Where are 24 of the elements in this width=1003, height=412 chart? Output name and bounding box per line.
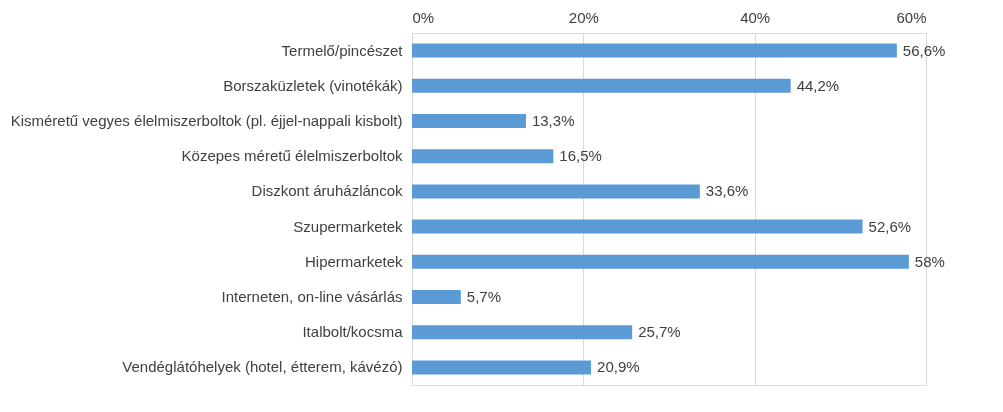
y-tick-label: Közepes méretű élelmiszerboltok xyxy=(181,147,403,165)
x-tick-label: 60% xyxy=(896,8,927,26)
x-tick-label: 20% xyxy=(568,8,599,26)
y-tick-label: Interneten, on-line vásárlás xyxy=(221,288,403,305)
data-label: 44,2% xyxy=(796,76,840,94)
y-tick-label: Kisméretű vegyes élelmiszerboltok (pl. éjjel-nappali kisbolt) xyxy=(10,112,403,129)
y-tick-label: Borszaküzletek (vinotékák) xyxy=(223,76,403,94)
data-label: 33,6% xyxy=(705,182,749,200)
x-tick-label: 40% xyxy=(740,8,771,26)
data-label: 25,7% xyxy=(638,323,681,341)
data-label: 56,6% xyxy=(902,41,946,59)
data-label: 52,6% xyxy=(868,217,912,235)
y-tick-label: Italbolt/kocsma xyxy=(302,323,404,341)
y-tick-label: Vendéglátóhelyek (hotel, étterem, kávézó) xyxy=(122,358,403,376)
data-label: 16,5% xyxy=(559,147,602,165)
y-tick-label: Termelő/pincészet xyxy=(281,41,404,59)
y-tick-label: Hipermarketek xyxy=(304,252,403,270)
x-tick-label: 0% xyxy=(412,8,435,26)
y-tick-label: Diszkont áruházláncok xyxy=(251,182,403,200)
data-label: 13,3% xyxy=(531,112,575,129)
data-label: 58% xyxy=(914,252,945,270)
y-tick-label: Szupermarketek xyxy=(293,217,403,235)
data-label: 20,9% xyxy=(597,358,640,376)
data-label: 5,7% xyxy=(466,288,502,305)
